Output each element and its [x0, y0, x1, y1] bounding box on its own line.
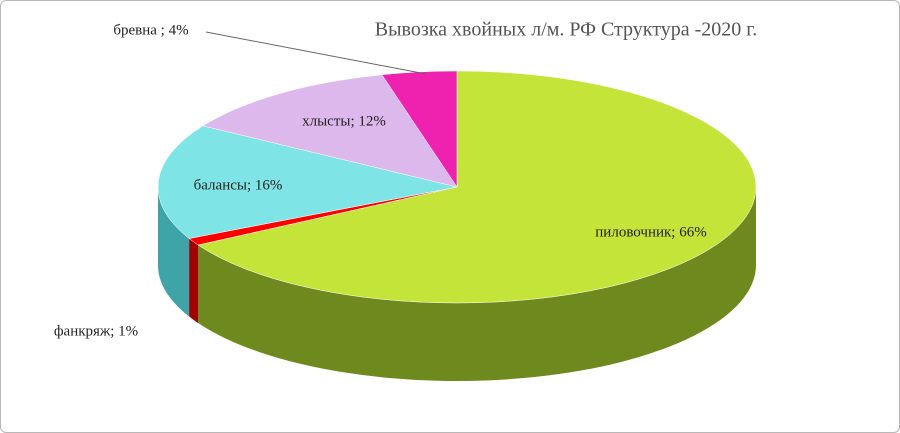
- slice-side: [198, 187, 756, 381]
- slice: [381, 70, 458, 188]
- data-label: фанкряж; 1%: [54, 323, 138, 339]
- slice-side: [189, 238, 199, 323]
- slice-side: [158, 187, 190, 317]
- labels: пиловочник; 66% фанкряж; 1% балансы; 16% хл…: [54, 22, 707, 339]
- slice: [197, 70, 757, 304]
- slice: [202, 74, 458, 188]
- data-label: балансы; 16%: [194, 177, 283, 193]
- data-label: бревна ; 4%: [113, 22, 188, 38]
- data-label: хлысты; 12%: [302, 113, 386, 129]
- leader-line: [205, 31, 427, 75]
- slice: [157, 125, 458, 239]
- pie-sides: [158, 187, 756, 381]
- data-label: пиловочник; 66%: [595, 224, 706, 240]
- pie-tops: [157, 70, 757, 304]
- chart-title: Вывозка хвойных л/м. РФ Структура -2020 …: [375, 19, 757, 41]
